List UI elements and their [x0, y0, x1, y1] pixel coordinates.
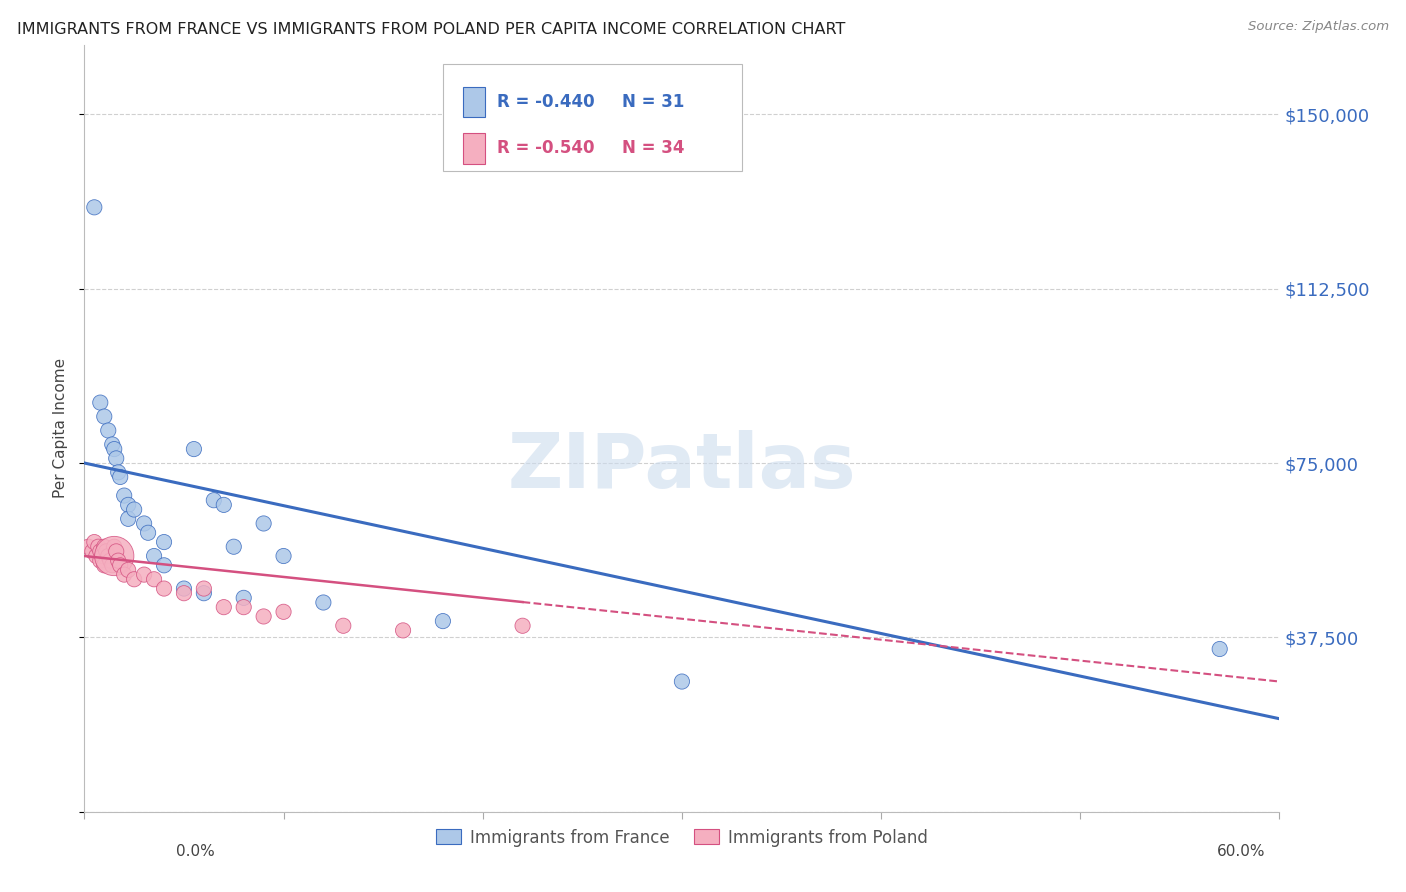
Point: [91, 549, 114, 563]
Point: [153, 535, 176, 549]
Text: 60.0%: 60.0%: [1218, 845, 1265, 859]
Text: IMMIGRANTS FROM FRANCE VS IMMIGRANTS FROM POLAND PER CAPITA INCOME CORRELATION C: IMMIGRANTS FROM FRANCE VS IMMIGRANTS FRO…: [17, 22, 845, 37]
Point: [253, 516, 276, 531]
Point: [89, 544, 111, 558]
Text: R = -0.540: R = -0.540: [496, 139, 595, 157]
Point: [112, 489, 135, 503]
Point: [512, 619, 534, 633]
Point: [132, 567, 156, 582]
Point: [202, 493, 225, 508]
Point: [107, 554, 129, 568]
Point: [103, 442, 125, 456]
Point: [671, 674, 693, 689]
Point: [312, 595, 335, 609]
Point: [89, 395, 111, 409]
Point: [273, 549, 295, 563]
Point: [107, 466, 129, 480]
Point: [105, 544, 128, 558]
Point: [222, 540, 245, 554]
FancyBboxPatch shape: [443, 64, 742, 171]
Point: [122, 502, 145, 516]
Point: [392, 624, 415, 638]
Point: [173, 586, 195, 600]
Point: [103, 540, 125, 554]
Point: [110, 558, 132, 573]
Point: [193, 586, 215, 600]
Point: [93, 409, 115, 424]
Point: [82, 544, 104, 558]
Point: [117, 563, 139, 577]
Point: [98, 554, 121, 568]
Point: [122, 572, 145, 586]
Point: [432, 614, 454, 628]
Point: [117, 512, 139, 526]
Point: [232, 600, 254, 615]
Point: [87, 540, 110, 554]
Point: [136, 525, 159, 540]
Point: [212, 600, 235, 615]
Point: [143, 572, 166, 586]
FancyBboxPatch shape: [463, 87, 485, 118]
Point: [332, 619, 354, 633]
Point: [273, 605, 295, 619]
Point: [83, 535, 105, 549]
Text: R = -0.440: R = -0.440: [496, 93, 595, 112]
Point: [112, 567, 135, 582]
Point: [173, 582, 195, 596]
Point: [132, 516, 156, 531]
Point: [193, 582, 215, 596]
Point: [183, 442, 205, 456]
Text: ZIPatlas: ZIPatlas: [508, 430, 856, 503]
Point: [153, 582, 176, 596]
Point: [212, 498, 235, 512]
Point: [83, 200, 105, 214]
Point: [97, 424, 120, 438]
Point: [77, 540, 100, 554]
Text: Source: ZipAtlas.com: Source: ZipAtlas.com: [1249, 20, 1389, 33]
Point: [101, 437, 124, 451]
Point: [103, 549, 125, 563]
Point: [153, 558, 176, 573]
Point: [97, 549, 120, 563]
Text: 0.0%: 0.0%: [176, 845, 215, 859]
Point: [253, 609, 276, 624]
FancyBboxPatch shape: [463, 133, 485, 163]
Y-axis label: Per Capita Income: Per Capita Income: [53, 358, 69, 499]
Text: N = 34: N = 34: [623, 139, 685, 157]
Legend: Immigrants from France, Immigrants from Poland: Immigrants from France, Immigrants from …: [430, 822, 934, 854]
Point: [1209, 642, 1232, 657]
Point: [96, 544, 118, 558]
Point: [86, 549, 108, 563]
Point: [93, 558, 115, 573]
Text: N = 31: N = 31: [623, 93, 685, 112]
Point: [232, 591, 254, 605]
Point: [89, 554, 111, 568]
Point: [101, 558, 124, 573]
Point: [105, 451, 128, 466]
Point: [117, 498, 139, 512]
Point: [93, 540, 115, 554]
Point: [110, 470, 132, 484]
Point: [143, 549, 166, 563]
